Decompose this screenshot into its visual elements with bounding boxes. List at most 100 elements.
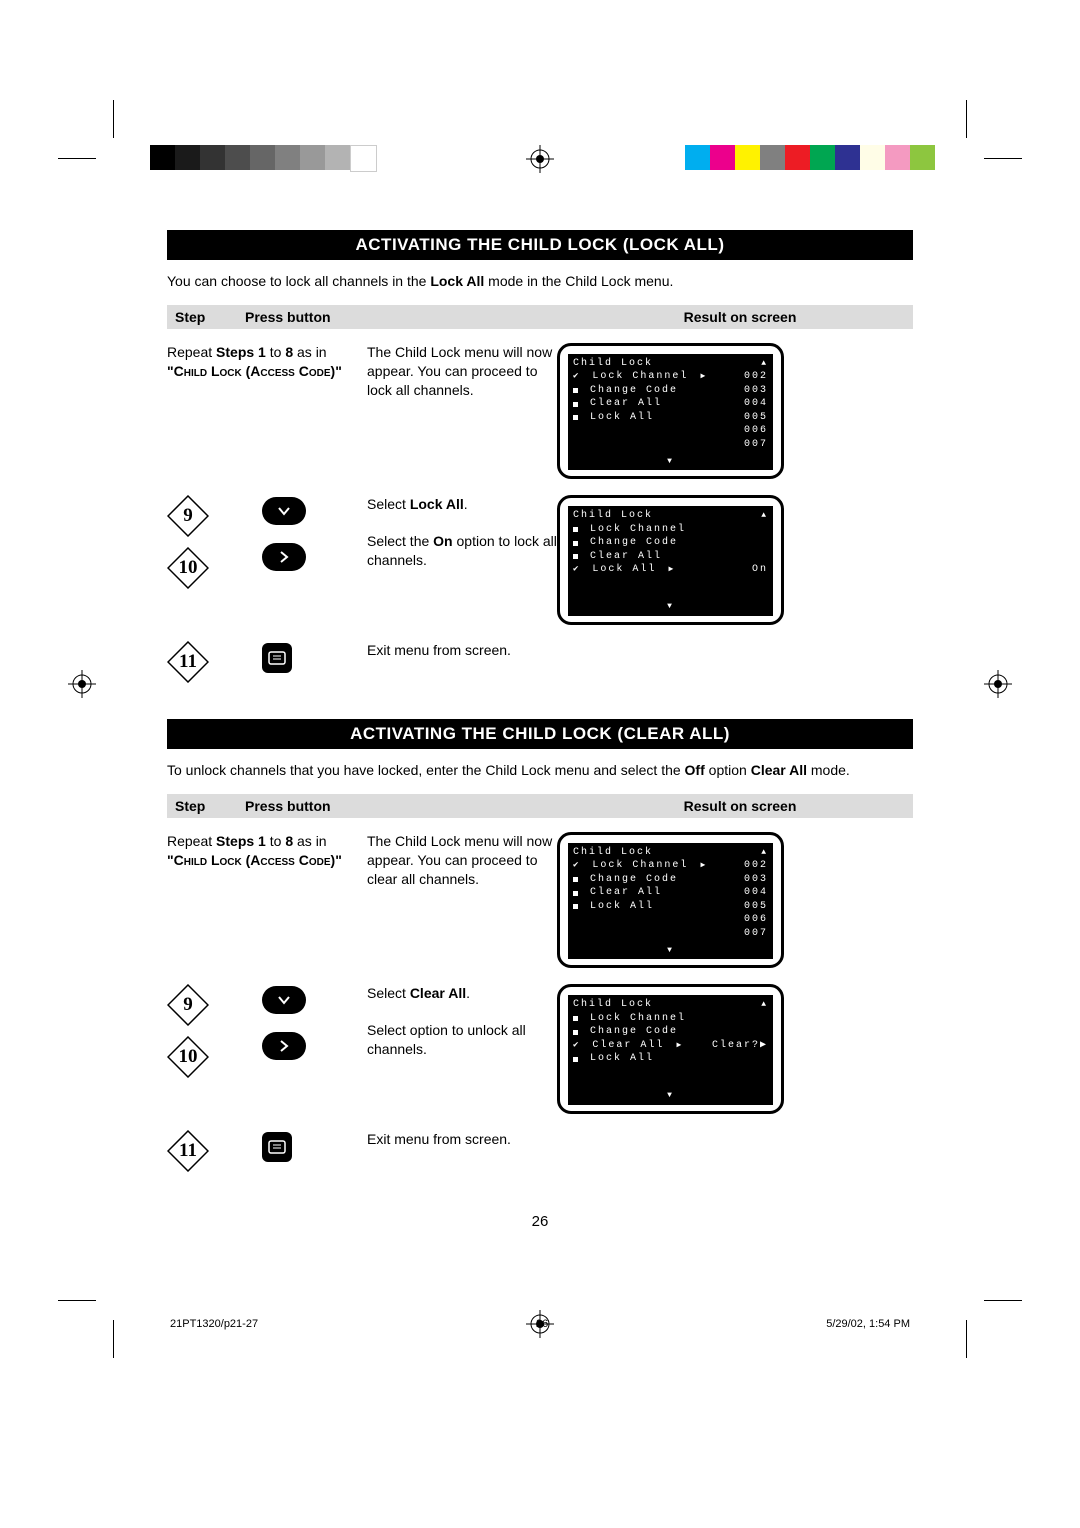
header-step: Step bbox=[175, 798, 245, 814]
step-desc: Select option to unlock all channels. bbox=[367, 1021, 557, 1059]
text: Off bbox=[685, 762, 705, 778]
table-header: Step Press button Result on screen bbox=[167, 794, 913, 818]
intro-text: You can choose to lock all channels in t… bbox=[167, 272, 913, 291]
screen-col: Child Lock Lock Channel 002 Change Code0… bbox=[557, 343, 913, 488]
press-buttons bbox=[262, 641, 367, 673]
step-number: 10 bbox=[167, 547, 209, 589]
text: . bbox=[464, 496, 468, 512]
step-number: 10 bbox=[167, 1036, 209, 1078]
step-diamond: 11 bbox=[167, 1130, 209, 1172]
text: Select bbox=[367, 496, 410, 512]
step-row: 9 10 Select Lock All. Select the On opti… bbox=[167, 495, 913, 633]
text: mode. bbox=[807, 762, 850, 778]
step-numbers: 9 10 bbox=[167, 984, 262, 1078]
registration-mark-icon bbox=[984, 670, 1012, 698]
header-press: Press button bbox=[245, 309, 575, 325]
header-result: Result on screen bbox=[575, 798, 905, 814]
intro-text: To unlock channels that you have locked,… bbox=[167, 761, 913, 780]
down-button-icon bbox=[262, 497, 306, 525]
step-row: Repeat Steps 1 to 8 as in "Child Lock (A… bbox=[167, 832, 913, 977]
osd-display: Child Lock Lock Channel Change Code Clea… bbox=[568, 506, 773, 616]
step-diamond: 11 bbox=[167, 641, 209, 683]
page: ACTIVATING THE CHILD LOCK (LOCK ALL) You… bbox=[0, 0, 1080, 1528]
osd-display: Child Lock Lock Channel 002 Change Code0… bbox=[568, 354, 773, 471]
step-diamond: 9 bbox=[167, 984, 209, 1026]
step-diamond: 10 bbox=[167, 547, 209, 589]
step-number: 9 bbox=[167, 984, 209, 1026]
text: to bbox=[266, 344, 285, 360]
footer: 21PT1320/p21-27 26 5/29/02, 1:54 PM bbox=[170, 1318, 910, 1330]
text: "Child Lock (Access Code)" bbox=[167, 363, 342, 379]
text: Select bbox=[367, 985, 410, 1001]
step-desc: Select Clear All. bbox=[367, 984, 557, 1003]
tv-screen: Child Lock Lock Channel 002 Change Code0… bbox=[557, 343, 784, 480]
crop-mark bbox=[984, 1300, 1022, 1301]
text: Repeat bbox=[167, 833, 216, 849]
text: You can choose to lock all channels in t… bbox=[167, 273, 430, 289]
osd-display: Child Lock Lock Channel Change Code Clea… bbox=[568, 995, 773, 1105]
color-bar-grayscale bbox=[150, 145, 377, 170]
step-number: 11 bbox=[167, 641, 209, 683]
text: Clear All bbox=[751, 762, 807, 778]
tv-screen: Child Lock Lock Channel Change Code Clea… bbox=[557, 495, 784, 625]
press-buttons bbox=[262, 495, 367, 571]
step-row: 11 Exit menu from screen. bbox=[167, 641, 913, 683]
footer-page: 26 bbox=[536, 1318, 548, 1330]
crop-mark bbox=[58, 1300, 96, 1301]
step-desc: Select the On option to lock all channel… bbox=[367, 532, 557, 570]
step-desc-col: Select Clear All. Select option to unloc… bbox=[367, 984, 557, 1059]
color-bar-colors bbox=[685, 145, 935, 170]
text: to bbox=[266, 833, 285, 849]
step-number: 11 bbox=[167, 1130, 209, 1172]
registration-mark-icon bbox=[526, 145, 554, 173]
text: Clear All bbox=[410, 985, 466, 1001]
info-button-icon bbox=[262, 643, 292, 673]
step-desc: The Child Lock menu will now appear. You… bbox=[367, 343, 557, 400]
step-diamond: 9 bbox=[167, 495, 209, 537]
header-result: Result on screen bbox=[575, 309, 905, 325]
step-row: Repeat Steps 1 to 8 as in "Child Lock (A… bbox=[167, 343, 913, 488]
section-title-lock-all: ACTIVATING THE CHILD LOCK (LOCK ALL) bbox=[167, 230, 913, 260]
footer-filename: 21PT1320/p21-27 bbox=[170, 1318, 258, 1330]
crop-mark bbox=[984, 158, 1022, 159]
text: To unlock channels that you have locked,… bbox=[167, 762, 685, 778]
step-desc: Select Lock All. bbox=[367, 495, 557, 514]
osd-display: Child Lock Lock Channel 002 Change Code0… bbox=[568, 843, 773, 960]
step-desc: Exit menu from screen. bbox=[367, 641, 557, 660]
crop-mark bbox=[113, 100, 114, 138]
tv-screen: Child Lock Lock Channel 002 Change Code0… bbox=[557, 832, 784, 969]
text: . bbox=[466, 985, 470, 1001]
step-desc: The Child Lock menu will now appear. You… bbox=[367, 832, 557, 889]
crop-mark bbox=[58, 158, 96, 159]
text: Steps 1 bbox=[216, 344, 266, 360]
step-row: 9 10 Select Clear All. Select option to … bbox=[167, 984, 913, 1122]
text: Lock All bbox=[410, 496, 464, 512]
text: Lock All bbox=[430, 273, 484, 289]
crop-mark bbox=[966, 1320, 967, 1358]
page-number: 26 bbox=[167, 1213, 913, 1230]
text: option bbox=[705, 762, 751, 778]
step-desc-col: Select Lock All. Select the On option to… bbox=[367, 495, 557, 570]
info-button-icon bbox=[262, 1132, 292, 1162]
screen-col: Child Lock Lock Channel 002 Change Code0… bbox=[557, 832, 913, 977]
text: 8 bbox=[285, 833, 293, 849]
text: Repeat bbox=[167, 344, 216, 360]
text: as in bbox=[293, 833, 326, 849]
text: Select the bbox=[367, 533, 433, 549]
text: 8 bbox=[285, 344, 293, 360]
section-title-clear-all: ACTIVATING THE CHILD LOCK (CLEAR ALL) bbox=[167, 719, 913, 749]
press-buttons bbox=[262, 984, 367, 1060]
right-button-icon bbox=[262, 543, 306, 571]
crop-mark bbox=[966, 100, 967, 138]
registration-mark-icon bbox=[68, 670, 96, 698]
text: On bbox=[433, 533, 452, 549]
step-diamond: 10 bbox=[167, 1036, 209, 1078]
text: as in bbox=[293, 344, 326, 360]
tv-screen: Child Lock Lock Channel Change Code Clea… bbox=[557, 984, 784, 1114]
press-buttons bbox=[262, 1130, 367, 1162]
down-button-icon bbox=[262, 986, 306, 1014]
page-content: ACTIVATING THE CHILD LOCK (LOCK ALL) You… bbox=[167, 230, 913, 1180]
screen-col: Child Lock Lock Channel Change Code Clea… bbox=[557, 984, 913, 1122]
step-repeat: Repeat Steps 1 to 8 as in "Child Lock (A… bbox=[167, 832, 367, 870]
table-header: Step Press button Result on screen bbox=[167, 305, 913, 329]
